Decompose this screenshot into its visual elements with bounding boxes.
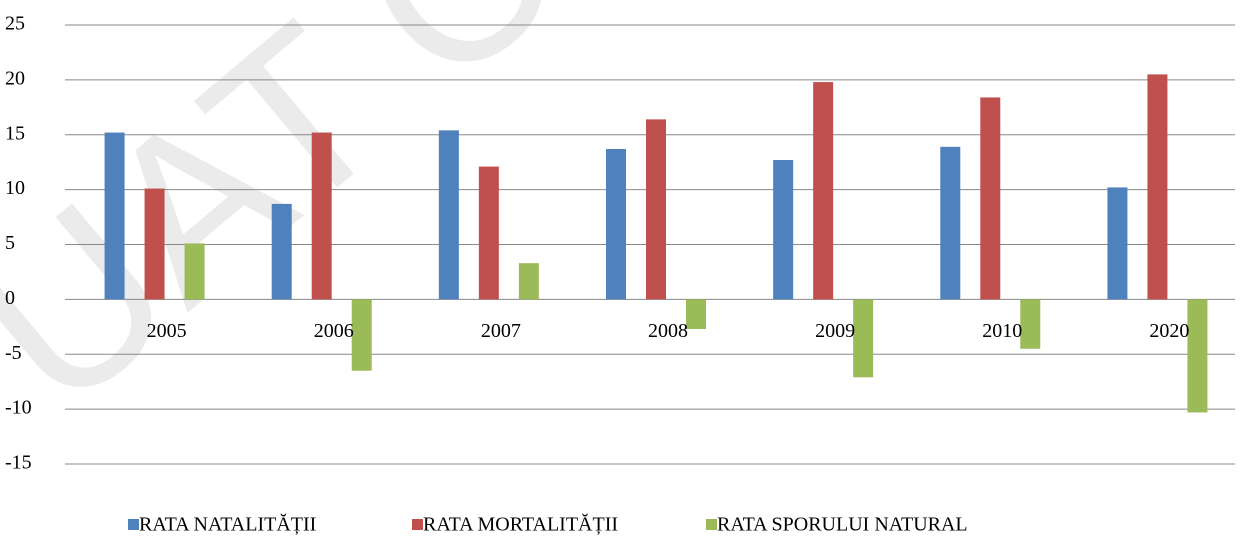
bar <box>980 97 1001 300</box>
y-tick-label: 25 <box>5 13 25 35</box>
watermark: UAT Com <box>0 0 849 458</box>
x-tick-label: 2005 <box>147 320 187 342</box>
bar <box>646 119 666 300</box>
legend-label: RATA MORTALITĂȚII <box>423 513 618 536</box>
x-tick-label: 2020 <box>1149 320 1189 342</box>
bar <box>351 299 372 371</box>
bar <box>144 188 165 300</box>
x-tick-label: 2007 <box>481 320 521 342</box>
bar <box>104 132 125 300</box>
legend-label: RATA SPORULUI NATURAL <box>717 514 968 536</box>
bar <box>853 299 874 378</box>
bar <box>1107 187 1128 300</box>
x-tick-label: 2009 <box>815 320 855 342</box>
bar <box>518 263 539 300</box>
x-tick-label: 2010 <box>982 320 1022 342</box>
bar <box>1020 299 1041 349</box>
legend-swatch <box>128 519 139 530</box>
y-tick-label: 0 <box>5 287 15 309</box>
bar <box>271 203 292 300</box>
y-tick-label: 10 <box>5 177 25 199</box>
bar <box>1147 74 1168 300</box>
bar <box>311 132 332 300</box>
bar <box>606 149 626 300</box>
legend-label: RATA NATALITĂȚII <box>139 513 316 536</box>
bar <box>184 243 205 300</box>
y-tick-label: 5 <box>5 232 15 254</box>
legend-swatch <box>706 519 717 530</box>
y-tick-label: -5 <box>5 342 22 364</box>
bar <box>438 130 459 300</box>
bar <box>686 299 706 330</box>
y-tick-label: 20 <box>5 67 25 89</box>
bar <box>1187 299 1208 413</box>
y-tick-label: -10 <box>5 397 32 419</box>
y-tick-label: 15 <box>5 122 25 144</box>
bar <box>940 146 961 300</box>
bar <box>478 166 499 300</box>
y-tick-label: -15 <box>5 452 32 474</box>
legend-swatch <box>412 519 423 530</box>
x-tick-label: 2006 <box>314 320 354 342</box>
x-tick-label: 2008 <box>648 320 688 342</box>
bar <box>813 82 834 300</box>
bar <box>773 159 794 300</box>
